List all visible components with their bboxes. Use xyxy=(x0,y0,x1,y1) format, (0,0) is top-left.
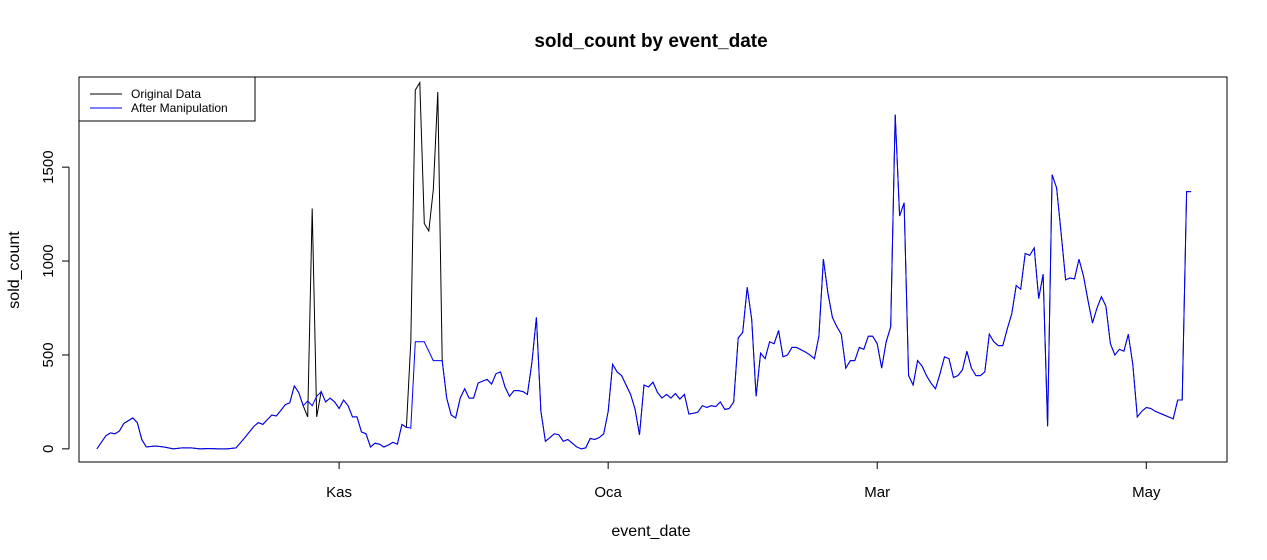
y-axis: 0 500 1000 1500 xyxy=(40,150,70,453)
chart-title: sold_count by event_date xyxy=(534,31,767,52)
y-tick-label: 500 xyxy=(40,342,57,367)
series-original-data xyxy=(96,80,1192,450)
legend-label-manipulated: After Manipulation xyxy=(131,101,228,115)
y-tick-label: 1000 xyxy=(40,244,57,277)
line-original-data xyxy=(96,80,1192,450)
series-after-manipulation xyxy=(96,114,1192,450)
y-axis-label: sold_count xyxy=(6,231,23,309)
y-tick-label: 1500 xyxy=(40,150,57,183)
x-axis-label: event_date xyxy=(611,523,690,540)
legend-label-original: Original Data xyxy=(131,87,201,101)
legend: Original Data After Manipulation xyxy=(78,76,256,122)
x-tick-label: Kas xyxy=(326,484,352,501)
plot-frame xyxy=(78,76,1228,463)
x-tick-label: Oca xyxy=(594,484,622,501)
x-axis: Kas Oca Mar May xyxy=(326,461,1161,501)
legend-box xyxy=(78,76,256,122)
x-tick-label: Mar xyxy=(864,484,890,501)
x-tick-label: May xyxy=(1132,484,1161,501)
y-tick-label: 0 xyxy=(40,445,57,453)
line-after-manipulation xyxy=(96,114,1192,450)
